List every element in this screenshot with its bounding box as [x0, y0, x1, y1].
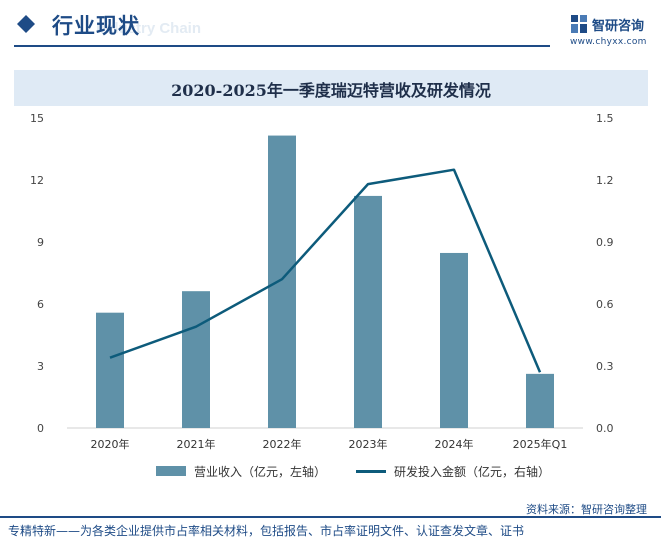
logo-url: www.chyxx.com: [570, 37, 647, 47]
legend: 营业收入（亿元，左轴） 研发投入金额（亿元，右轴）: [0, 460, 661, 484]
chart-title-band: 2020-2025年一季度瑞迈特营收及研发情况: [14, 70, 648, 106]
bar: [182, 291, 210, 428]
right-axis: 0.0 0.3 0.6 0.9 1.2 1.5: [596, 112, 614, 435]
bar-series: [96, 135, 554, 429]
bar: [96, 312, 124, 428]
chart-title: 2020-2025年一季度瑞迈特营收及研发情况: [171, 81, 491, 100]
page-title: 行业现状: [52, 14, 140, 38]
left-tick-label: 9: [37, 236, 44, 249]
x-tick-label: 2022年: [263, 437, 302, 451]
left-tick-label: 15: [30, 112, 44, 125]
right-tick-label: 1.5: [596, 112, 614, 125]
header: Industry Chain 行业现状 智研咨询 www.chyxx.com: [0, 0, 661, 48]
bar: [440, 252, 468, 428]
x-axis: 2020年 2021年 2022年 2023年 2024年 2025年Q1: [91, 437, 568, 451]
footer-text: 专精特新——为各类企业提供市占率相关材料，包括报告、市占率证明文件、认证查发文章…: [8, 524, 525, 538]
right-tick-label: 1.2: [596, 174, 614, 187]
header-ghost-text: Industry Chain: [96, 20, 202, 37]
right-tick-label: 0.9: [596, 236, 614, 249]
right-tick-label: 0.0: [596, 422, 614, 435]
header-divider: [14, 45, 550, 47]
legend-swatch-bar: [156, 466, 186, 476]
left-tick-label: 3: [37, 360, 44, 373]
right-tick-label: 0.6: [596, 298, 614, 311]
line-series: [109, 168, 542, 373]
legend-label-rnd: 研发投入金额（亿元，右轴）: [394, 465, 551, 479]
x-tick-label: 2020年: [91, 437, 130, 451]
brand-logo: 智研咨询 www.chyxx.com: [570, 14, 650, 48]
left-tick-label: 12: [30, 174, 44, 187]
right-tick-label: 0.3: [596, 360, 614, 373]
x-tick-label: 2023年: [349, 437, 388, 451]
logo-name: 智研咨询: [592, 19, 645, 34]
left-axis: 0 3 6 9 12 15: [30, 112, 44, 435]
footer-divider: [0, 516, 661, 518]
left-tick-label: 0: [37, 422, 44, 435]
diamond-icon: [17, 15, 35, 33]
bar: [354, 195, 382, 428]
logo-mark-icon: [571, 15, 587, 33]
legend-swatch-line: [356, 470, 386, 473]
bar: [526, 373, 554, 428]
source-note: 资料来源：智研咨询整理: [526, 503, 647, 516]
left-tick-label: 6: [37, 298, 44, 311]
legend-label-revenue: 营业收入（亿元，左轴）: [194, 465, 327, 479]
x-tick-label: 2024年: [435, 437, 474, 451]
bar: [268, 135, 296, 429]
x-tick-label: 2025年Q1: [513, 437, 568, 451]
x-tick-label: 2021年: [177, 437, 216, 451]
